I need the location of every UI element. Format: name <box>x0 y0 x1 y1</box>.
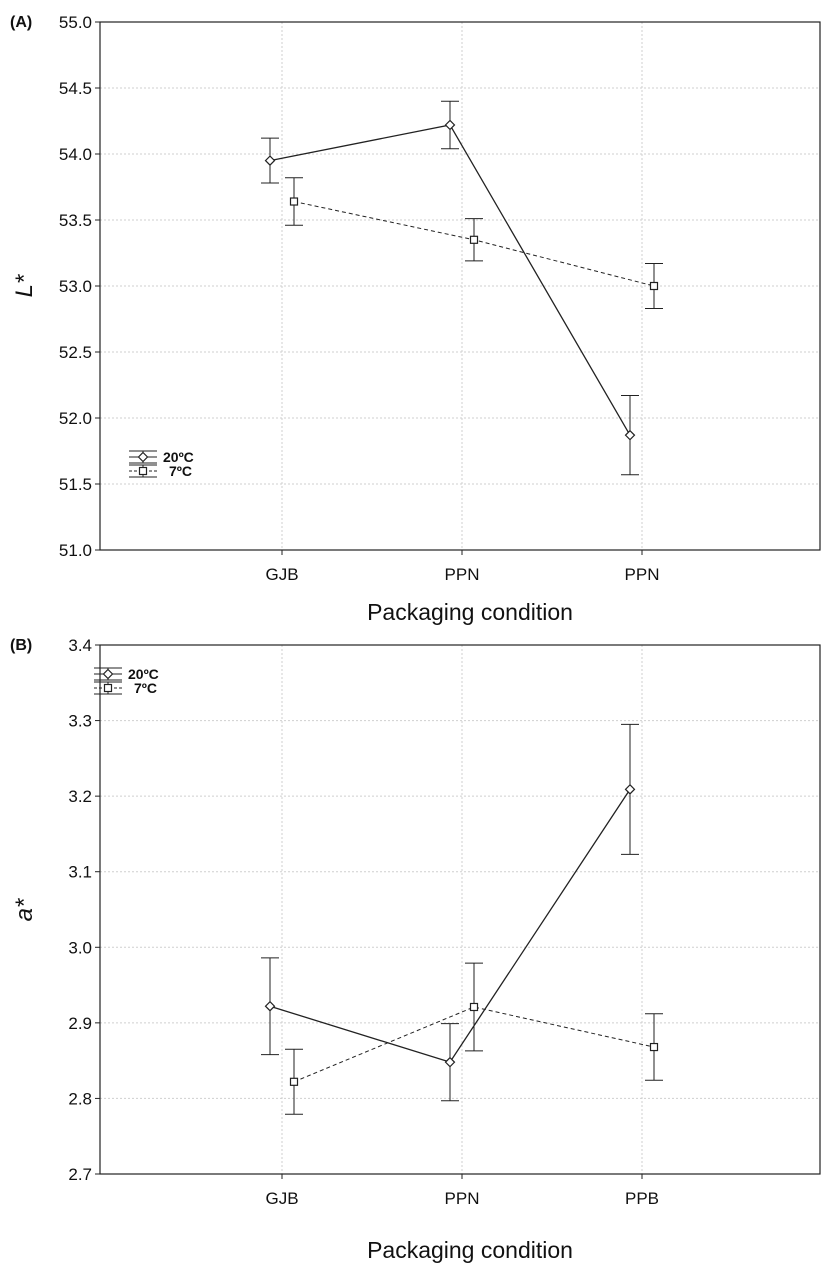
legend-marker <box>138 466 148 476</box>
data-point <box>649 1042 659 1052</box>
data-point <box>624 429 636 441</box>
legend-marker <box>137 451 149 463</box>
data-point <box>469 1002 479 1012</box>
y-tick-label: 2.9 <box>68 1014 92 1033</box>
x-tick-label: PPN <box>625 565 660 584</box>
y-axis-title: a* <box>11 898 38 921</box>
legend-marker <box>103 683 113 693</box>
plot-frame <box>99 21 821 551</box>
chart-panel-b: 2.7 2.8 2.9 3.0 3.1 3.2 3.3 3.4 GJB PPN PPB Packagi… <box>10 636 821 1263</box>
legend-marker <box>102 668 114 680</box>
x-tick-label: PPN <box>445 565 480 584</box>
series-20c <box>261 100 639 476</box>
legend-label: 20ºC <box>163 449 194 465</box>
y-tick-label: 2.8 <box>68 1089 92 1108</box>
y-tick-label: 3.3 <box>68 712 92 731</box>
y-tick-label: 3.1 <box>68 863 92 882</box>
data-point <box>649 281 659 291</box>
y-tick-label: 55.0 <box>59 13 92 32</box>
plot-frame <box>99 644 821 1175</box>
legend-item: 7ºC <box>129 463 192 479</box>
y-tick-label: 51.0 <box>59 541 92 560</box>
data-point <box>289 1077 299 1086</box>
y-tick-label: 3.0 <box>68 938 92 957</box>
data-point <box>444 1056 456 1068</box>
data-point <box>444 119 456 131</box>
y-tick-label: 54.0 <box>59 145 92 164</box>
x-tick-label: PPN <box>445 1189 480 1208</box>
data-point <box>469 235 479 244</box>
panel-label: (B) <box>10 637 32 654</box>
y-tick-label: 3.2 <box>68 787 92 806</box>
legend-item: 20ºC <box>94 666 159 682</box>
y-tick-label: 51.5 <box>59 475 92 494</box>
legend-item: 20ºC <box>129 449 194 465</box>
legend-label: 7ºC <box>169 463 192 479</box>
series-line <box>269 788 631 1063</box>
y-tick-label: 53.0 <box>59 277 92 296</box>
panel-label: (A) <box>10 14 32 31</box>
data-point <box>264 155 276 166</box>
series-7c <box>285 962 663 1115</box>
x-axis-title: Packaging condition <box>367 1237 573 1263</box>
data-point <box>289 197 299 206</box>
y-tick-label: 3.4 <box>68 636 92 655</box>
legend-label: 7ºC <box>134 680 157 696</box>
legend-label: 20ºC <box>128 666 159 682</box>
series-line <box>269 124 631 436</box>
data-point <box>624 783 636 795</box>
y-tick-label: 52.0 <box>59 409 92 428</box>
data-point <box>264 1000 276 1012</box>
series-line <box>293 1006 655 1083</box>
y-tick-label: 54.5 <box>59 79 92 98</box>
x-tick-label: GJB <box>265 565 298 584</box>
legend-item: 7ºC <box>94 680 157 696</box>
y-tick-label: 52.5 <box>59 343 92 362</box>
y-axis-title: L* <box>11 274 38 297</box>
y-tick-label: 2.7 <box>68 1165 92 1184</box>
series-7c <box>285 177 663 309</box>
x-axis-title: Packaging condition <box>367 599 573 625</box>
series-20c <box>261 723 639 1102</box>
x-tick-label: GJB <box>265 1189 298 1208</box>
chart-panel-a: 51.0 51.5 52.0 52.5 53.0 53.5 54.0 54.5 55.0 GJB P… <box>10 13 821 625</box>
x-tick-label: PPB <box>625 1189 659 1208</box>
y-tick-label: 53.5 <box>59 211 92 230</box>
